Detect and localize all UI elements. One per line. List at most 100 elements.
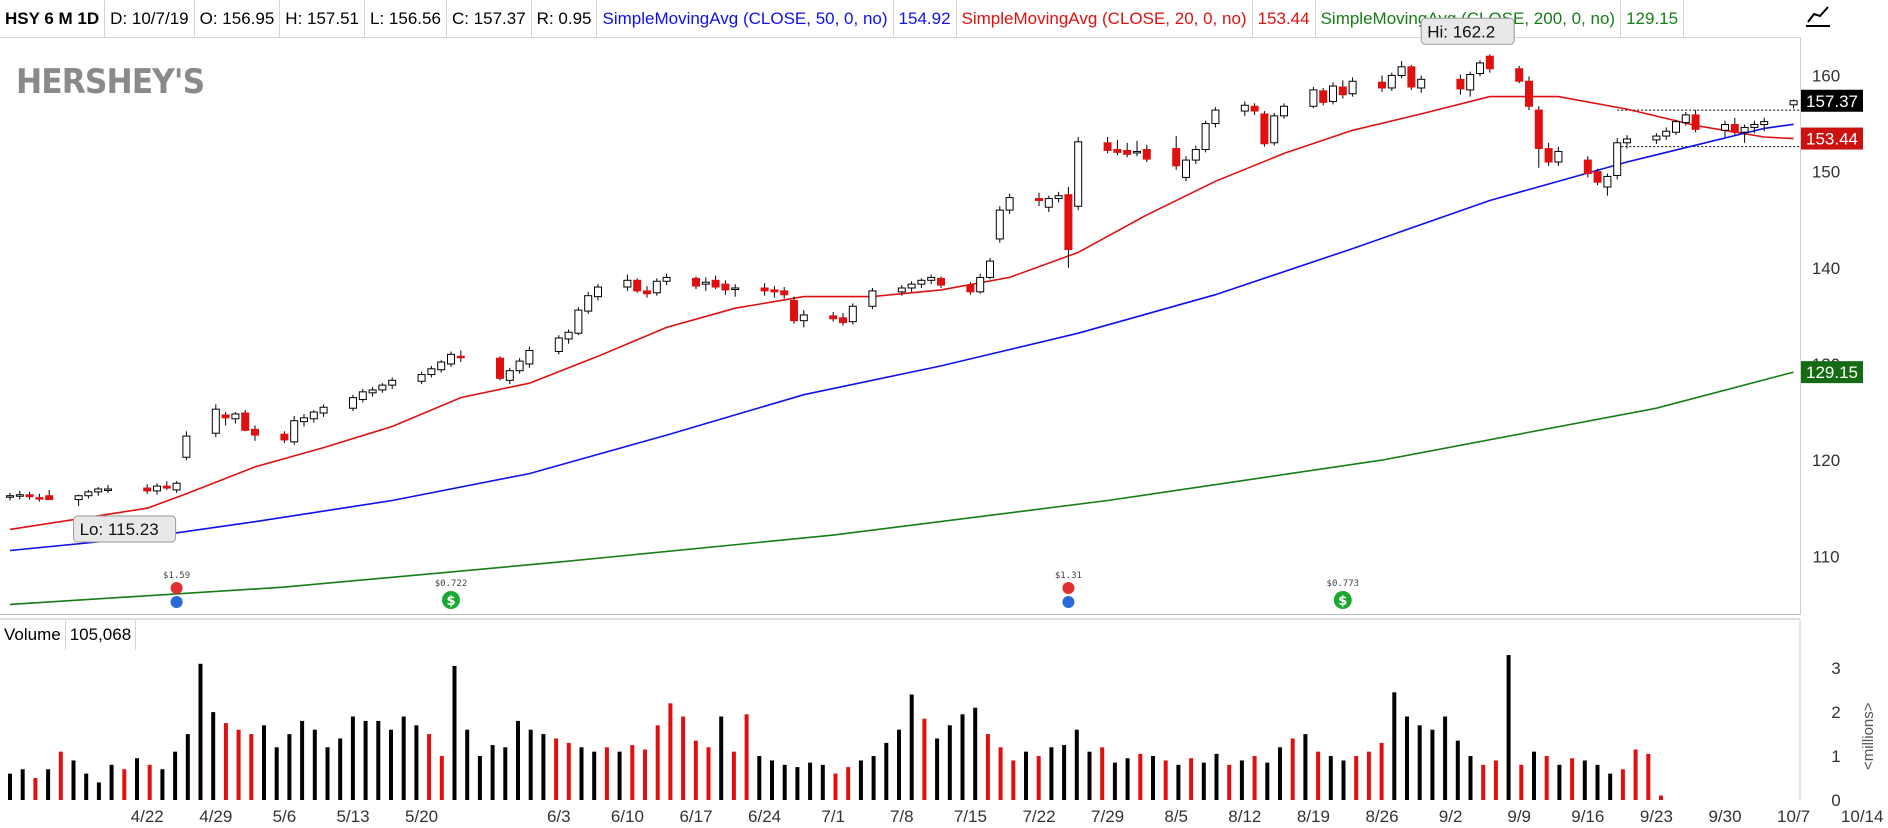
candle xyxy=(300,413,308,427)
candle xyxy=(1583,156,1592,178)
date-axis-tick-label: 9/23 xyxy=(1640,807,1673,826)
volume-bar xyxy=(211,712,216,800)
price-axis-tick-label: 160 xyxy=(1812,66,1840,85)
candle xyxy=(1260,111,1269,147)
candle-body xyxy=(986,260,994,278)
earnings-icon xyxy=(170,596,183,608)
candle-body xyxy=(1074,141,1083,207)
candle xyxy=(143,484,152,494)
candle xyxy=(1623,135,1631,149)
volume-bar xyxy=(173,751,178,800)
candle-body xyxy=(829,315,838,320)
volume-bar xyxy=(300,720,305,800)
candle-body xyxy=(1691,114,1700,130)
candle xyxy=(907,281,916,292)
drawing-line-icon[interactable] xyxy=(1800,0,1836,37)
candle-body xyxy=(1760,121,1769,126)
candle-body xyxy=(74,495,83,501)
candle xyxy=(1044,195,1053,213)
candle xyxy=(15,490,24,500)
candle-body xyxy=(437,361,446,371)
volume-bar xyxy=(109,764,114,800)
candle xyxy=(760,283,769,296)
volume-bar xyxy=(897,729,901,800)
date-axis-tick-label: 9/9 xyxy=(1507,807,1531,826)
date-axis-tick-label: 10/14 xyxy=(1841,807,1884,826)
volume-bar xyxy=(1303,734,1308,800)
candle xyxy=(633,278,642,293)
volume-bar xyxy=(185,734,190,800)
candle-body xyxy=(231,413,240,420)
candle xyxy=(1613,137,1622,180)
price-panel[interactable] xyxy=(0,37,1801,615)
candle xyxy=(1103,137,1112,154)
volume-bar xyxy=(1646,753,1651,800)
volume-bar xyxy=(668,703,673,800)
volume-bar xyxy=(122,769,127,800)
candle-body xyxy=(1750,124,1759,128)
candle-body xyxy=(182,435,191,458)
dollar-icon xyxy=(442,591,460,609)
price-axis-tag xyxy=(1801,89,1863,112)
volume-bar xyxy=(909,694,914,800)
candle xyxy=(1005,193,1014,214)
candle-body xyxy=(1485,55,1494,70)
candle xyxy=(917,278,926,288)
candle-body xyxy=(995,209,1004,240)
candle-body xyxy=(1005,197,1014,211)
candle-body xyxy=(554,337,563,352)
volume-bar xyxy=(820,764,825,800)
volume-bar xyxy=(262,725,266,800)
sma50-label[interactable]: SimpleMovingAvg (CLOSE, 50, 0, no) xyxy=(597,0,894,37)
volume-bar xyxy=(33,778,38,800)
volume-bar xyxy=(1544,756,1549,800)
date-axis-tick-label: 6/24 xyxy=(748,807,781,826)
dollar-icon-glyph: $ xyxy=(446,594,455,609)
candle xyxy=(1123,142,1132,158)
volume-bar xyxy=(1125,758,1130,800)
candle xyxy=(1387,72,1396,91)
volume-bar xyxy=(1582,760,1587,800)
candle-body xyxy=(1260,113,1269,145)
candle xyxy=(1348,77,1357,97)
volume-bar xyxy=(1341,760,1346,800)
candle-body xyxy=(1113,149,1122,153)
candle-body xyxy=(584,295,593,312)
volume-value: 105,068 xyxy=(66,620,137,650)
candle xyxy=(1672,119,1680,136)
volume-bar xyxy=(985,734,990,800)
volume-bar xyxy=(770,760,774,800)
volume-bar xyxy=(1659,795,1663,800)
price-axis-tag-label: 157.37 xyxy=(1806,92,1858,111)
candle-body xyxy=(1466,74,1475,91)
candle xyxy=(731,284,740,297)
candle xyxy=(976,273,985,294)
volume-bar xyxy=(858,760,863,800)
sma20-label[interactable]: SimpleMovingAvg (CLOSE, 20, 0, no) xyxy=(957,0,1253,37)
volume-bar xyxy=(947,725,952,800)
volume-bar xyxy=(490,745,495,800)
symbol-label[interactable]: HSY 6 M 1D xyxy=(0,0,106,37)
date-readout: D: 10/7/19 xyxy=(105,0,195,37)
candle-body xyxy=(1387,74,1396,89)
candle xyxy=(1280,103,1288,119)
candle xyxy=(1407,64,1416,90)
open-readout: O: 156.95 xyxy=(195,0,281,37)
candle-body xyxy=(623,279,632,288)
volume-bar xyxy=(1443,716,1448,800)
candle xyxy=(1750,120,1759,134)
price-axis-tag xyxy=(1801,127,1863,150)
volume-bar xyxy=(1532,751,1536,800)
volume-bar xyxy=(592,751,597,800)
volume-bar xyxy=(1328,756,1333,800)
candle-body xyxy=(927,276,936,281)
candle-body xyxy=(1525,80,1533,107)
candle xyxy=(1534,106,1543,168)
candle xyxy=(701,277,710,291)
candle-body xyxy=(760,287,769,292)
volume-bar xyxy=(1189,758,1194,800)
volume-bar xyxy=(1239,760,1244,800)
candle-body xyxy=(839,317,847,324)
volume-bar xyxy=(1151,756,1155,800)
